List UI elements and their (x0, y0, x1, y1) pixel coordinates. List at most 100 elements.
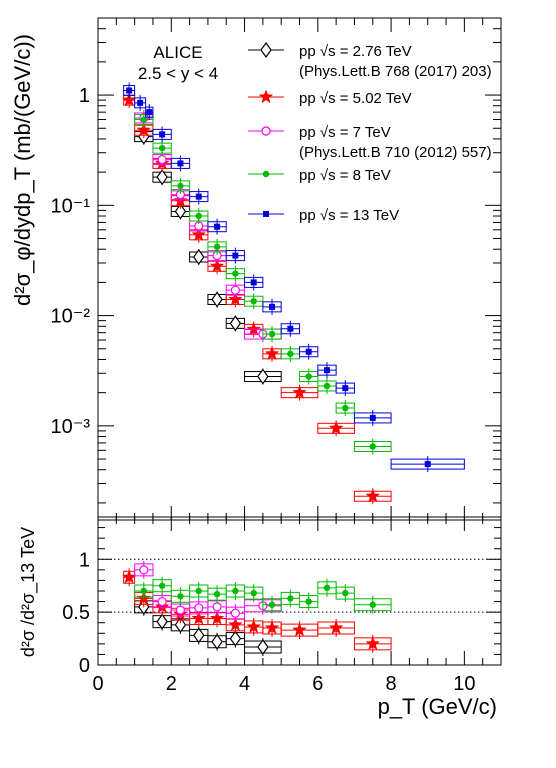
data-point (369, 414, 376, 421)
data-point (177, 182, 184, 190)
data-point (230, 285, 240, 295)
data-point (177, 160, 184, 167)
data-point (232, 270, 239, 277)
data-point (140, 587, 147, 595)
data-point (209, 610, 225, 625)
series-pp-s-7-tev (134, 560, 282, 623)
data-point (229, 315, 242, 332)
data-point (228, 617, 243, 632)
lower-panel: 00.510 2 4 6 8 10 d²σ /d²σ_13 TeV p_T (GeV/c) (18, 516, 502, 719)
upper-series-group (121, 82, 465, 505)
y-tick-label: 0 (79, 655, 90, 677)
legend-marker (258, 89, 274, 104)
data-point (156, 613, 168, 630)
data-point (292, 622, 307, 637)
data-point (126, 87, 133, 94)
data-point (287, 350, 294, 358)
data-point (323, 367, 330, 374)
data-point (157, 154, 167, 165)
legend-label: pp √s = 2.76 TeV (299, 43, 412, 60)
data-point (195, 193, 202, 200)
data-point (193, 627, 205, 644)
lower-tick-labels: 00.510 2 4 6 8 10 (62, 549, 475, 695)
data-point (158, 144, 166, 152)
data-point (213, 590, 221, 598)
legend-entry: pp √s = 5.02 TeV (248, 89, 412, 107)
data-point (342, 404, 349, 412)
legend-label: pp √s = 8 TeV (299, 167, 391, 184)
data-point (250, 298, 257, 305)
data-point (177, 593, 184, 600)
lower-reference-lines (98, 558, 501, 613)
series-pp-s-13-tev (123, 82, 465, 473)
y-tick-label: 1 (79, 549, 90, 571)
legend-entry: pp √s = 13 TeV (248, 207, 399, 224)
data-point (257, 368, 269, 385)
legend-entry: pp √s = 2.76 TeV (Phys.Lett.B 768 (2017) … (248, 41, 492, 80)
lower-axis-ticks (97, 516, 502, 666)
data-point (369, 443, 376, 450)
legend: pp √s = 2.76 TeV (Phys.Lett.B 768 (2017) … (248, 41, 492, 224)
data-point (211, 291, 223, 308)
legend-reference: (Phys.Lett.B 768 (2017) 203) (299, 63, 492, 80)
data-point (268, 330, 276, 338)
data-point (365, 636, 381, 651)
upper-y-axis-label: d²σ_φ/dydp_T (mb/(GeV/c)) (10, 34, 35, 306)
data-point (305, 348, 312, 355)
data-point (287, 325, 294, 332)
data-point (268, 601, 276, 608)
lower-plot-frame (97, 516, 502, 666)
data-point (232, 587, 239, 595)
legend-reference: (Phys.Lett.B 710 (2012) 557) (299, 144, 492, 161)
data-point (250, 589, 257, 597)
series-pp-s-8-tev (134, 576, 392, 614)
data-point (195, 212, 202, 220)
x-tick-label: 4 (239, 673, 250, 695)
data-point (194, 603, 204, 613)
data-point (369, 601, 376, 608)
data-point (232, 252, 239, 259)
data-point (174, 203, 187, 220)
data-point (191, 610, 207, 625)
data-point (174, 616, 187, 633)
data-point (229, 630, 242, 647)
data-point (139, 565, 149, 575)
data-point (211, 633, 223, 650)
x-tick-label: 2 (166, 673, 177, 695)
data-point (246, 619, 262, 634)
data-point (214, 223, 221, 230)
data-point (257, 638, 269, 656)
annotation: ALICE 2.5 < y < 4 (138, 43, 218, 83)
data-point (140, 116, 147, 123)
data-point (146, 109, 153, 116)
legend-label: pp √s = 13 TeV (299, 207, 399, 224)
data-point (305, 373, 312, 380)
legend-marker (263, 211, 269, 217)
data-point (250, 279, 257, 286)
data-point (191, 227, 207, 242)
data-point (157, 596, 167, 607)
data-point (175, 605, 186, 615)
series-pp-s-5-02-tev (121, 568, 392, 653)
data-point (328, 620, 344, 635)
data-point (228, 291, 243, 306)
lower-y-axis-label: d²σ /d²σ_13 TeV (18, 527, 39, 657)
y-tick-label: 10⁻¹ (51, 195, 91, 217)
y-tick-label: 10⁻³ (51, 416, 91, 438)
data-point (342, 385, 349, 392)
legend-marker (262, 170, 270, 178)
data-point (269, 303, 276, 310)
data-point (156, 169, 168, 186)
data-point (328, 420, 344, 435)
upper-panel: 10⁻³ 10⁻² 10⁻¹ 1 d²σ_φ/dydp_T (mb/(GeV/c)) (10, 17, 502, 521)
data-point (365, 488, 381, 503)
x-tick-label: 8 (386, 673, 397, 695)
legend-entry: pp √s = 8 TeV (248, 167, 391, 184)
legend-entry: pp √s = 7 TeV (Phys.Lett.B 710 (2012) 557… (248, 124, 492, 161)
legend-label: pp √s = 5.02 TeV (299, 90, 412, 107)
y-tick-label: 10⁻² (51, 306, 91, 328)
legend-label: pp √s = 7 TeV (299, 124, 391, 141)
data-point (264, 346, 280, 361)
data-point (159, 131, 166, 138)
